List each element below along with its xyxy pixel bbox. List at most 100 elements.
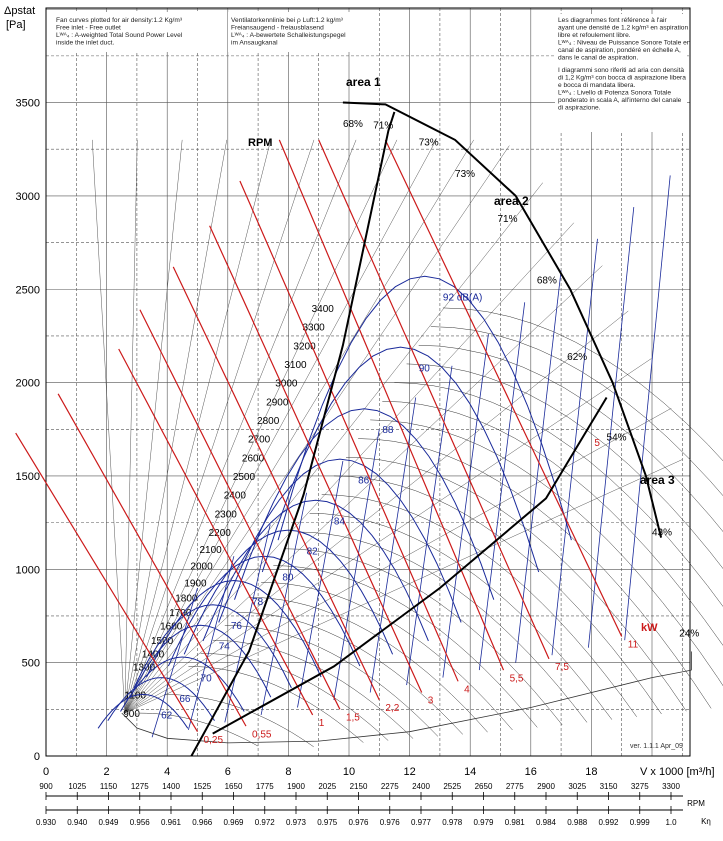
rpm-value-label: 1800 (175, 593, 198, 604)
rpm-value-label: 1600 (160, 621, 183, 632)
system-line-blue (188, 556, 235, 731)
rpm-scale-label: 1150 (100, 782, 118, 791)
eta-scale-label: 0.940 (67, 818, 88, 827)
power-label: 7,5 (555, 662, 569, 673)
rpm-scale-label: 3150 (600, 782, 618, 791)
efficiency-ray (124, 139, 357, 714)
eta-scale-label: 0.969 (223, 818, 244, 827)
power-label: 5,5 (510, 673, 524, 684)
eta-scale-label: 0.979 (473, 818, 494, 827)
sound-level-arc (277, 275, 572, 541)
y-tick-label: 2000 (16, 378, 40, 390)
kw-label: kW (641, 622, 658, 634)
x-tick-label: 10 (343, 766, 355, 778)
area-3-label: area 3 (640, 473, 675, 487)
area-1-label: area 1 (346, 75, 381, 89)
x-axis-label: V x 1000 [m³/h] (640, 766, 715, 778)
eta-scale-label: 0.949 (98, 818, 119, 827)
sound-level-label: 92 dB(A) (443, 292, 482, 303)
power-label: 2,2 (385, 703, 399, 714)
sound-level-arcs (97, 175, 671, 738)
y-tick-label: 3000 (16, 191, 40, 203)
sound-level-arc (261, 346, 540, 573)
power-line (239, 180, 459, 682)
rpm-scale-label: 1525 (193, 782, 211, 791)
note-it-line: e bocca di mandata libera. (558, 82, 636, 89)
sound-level-label: 76 (231, 621, 243, 632)
note-it-line: Lᵂᴬ₄ : Livello di Potenza Sonora Totale (558, 89, 671, 97)
note-fr-line: canal de aspiration, pondéré en échelle … (558, 47, 681, 54)
sound-level-label: 90 (419, 363, 431, 374)
area-2-label: area 2 (494, 194, 529, 208)
rpm-value-label: 3100 (284, 360, 307, 371)
rpm-value-label: 3200 (293, 341, 316, 352)
eta-scale-label: 0.976 (380, 818, 401, 827)
note-en-line: Lᵂᴬ₄ : A-weighted Total Sound Power Leve… (56, 31, 183, 39)
area-3-boundary (212, 396, 608, 735)
rpm-curve (406, 363, 723, 569)
eta-scale-label: 0.977 (411, 818, 432, 827)
outer-limit-curve (342, 101, 663, 538)
power-label: 1,5 (346, 713, 360, 724)
efficiency-ray (124, 139, 437, 714)
rpm-curve (261, 582, 513, 731)
power-line (57, 393, 247, 727)
power-label: 3 (428, 696, 434, 707)
rpm-curve (442, 307, 723, 462)
rpm-curve (418, 345, 723, 532)
efficiency-label: 68% (537, 276, 557, 287)
rpm-curve (321, 494, 637, 717)
rpm-value-label: 3000 (275, 379, 298, 390)
eta-scale-label: 0.999 (630, 818, 651, 827)
sound-level-arc (97, 693, 189, 729)
sound-level-label: 82 (307, 546, 319, 557)
power-line (118, 348, 314, 716)
lower-envelope (121, 669, 692, 744)
power-line (172, 266, 380, 701)
power-label: 0,25 (204, 735, 224, 746)
efficiency-ray (124, 310, 629, 714)
efficiency-ray (124, 139, 398, 714)
rpm-curve (309, 513, 613, 720)
rpm-scale-label: 2775 (506, 782, 524, 791)
rpm-curve (224, 625, 439, 737)
rpm-scale-label: 2650 (475, 782, 493, 791)
rpm-scale-label: 2900 (537, 782, 555, 791)
eta-scale-label: 0.930 (36, 818, 57, 827)
rpm-curve (333, 475, 662, 715)
efficiency-ray (124, 139, 138, 714)
note-en-line: inside the inlet duct. (56, 40, 114, 47)
y-axis-unit: [Pa] (6, 19, 26, 31)
rpm-heading: RPM (248, 137, 272, 149)
x-tick-label: 2 (104, 766, 110, 778)
efficiency-ray (124, 139, 227, 714)
y-tick-label: 1500 (16, 471, 40, 483)
eta-scale-label: 0.975 (317, 818, 338, 827)
area-1-boundary (190, 111, 396, 757)
rpm-value-label: 1400 (142, 649, 165, 660)
rpm-value-label: 2500 (233, 472, 256, 483)
rpm-curve (164, 694, 314, 748)
rpm-curve (382, 401, 723, 646)
x-tick-label: 18 (585, 766, 597, 778)
power-line (209, 225, 423, 693)
x-tick-label: 8 (285, 766, 291, 778)
rpm-scale-label: 2275 (381, 782, 399, 791)
efficiency-label: 54% (607, 432, 627, 443)
rpm-curve (200, 653, 389, 741)
efficiency-label: 24% (679, 629, 699, 640)
system-line-blue (551, 238, 598, 656)
rpm-curve (430, 326, 723, 497)
power-line (139, 309, 341, 710)
note-fr-line: ayant une densité de 1.2 kg/m³ en aspira… (558, 25, 688, 32)
sound-level-label: 62 (161, 711, 173, 722)
rpm-scale-label: 3300 (662, 782, 680, 791)
rpm-scale-label: 1900 (287, 782, 305, 791)
system-line-blue (151, 587, 198, 738)
rpm-value-label: 2600 (242, 453, 265, 464)
rpm-scale-label: 1775 (256, 782, 274, 791)
efficiency-ray (92, 139, 126, 714)
note-fr-line: libre et refoulement libre. (558, 32, 631, 39)
eta-scale-label: 0.992 (598, 818, 619, 827)
rpm-scale-label: 2525 (443, 782, 461, 791)
